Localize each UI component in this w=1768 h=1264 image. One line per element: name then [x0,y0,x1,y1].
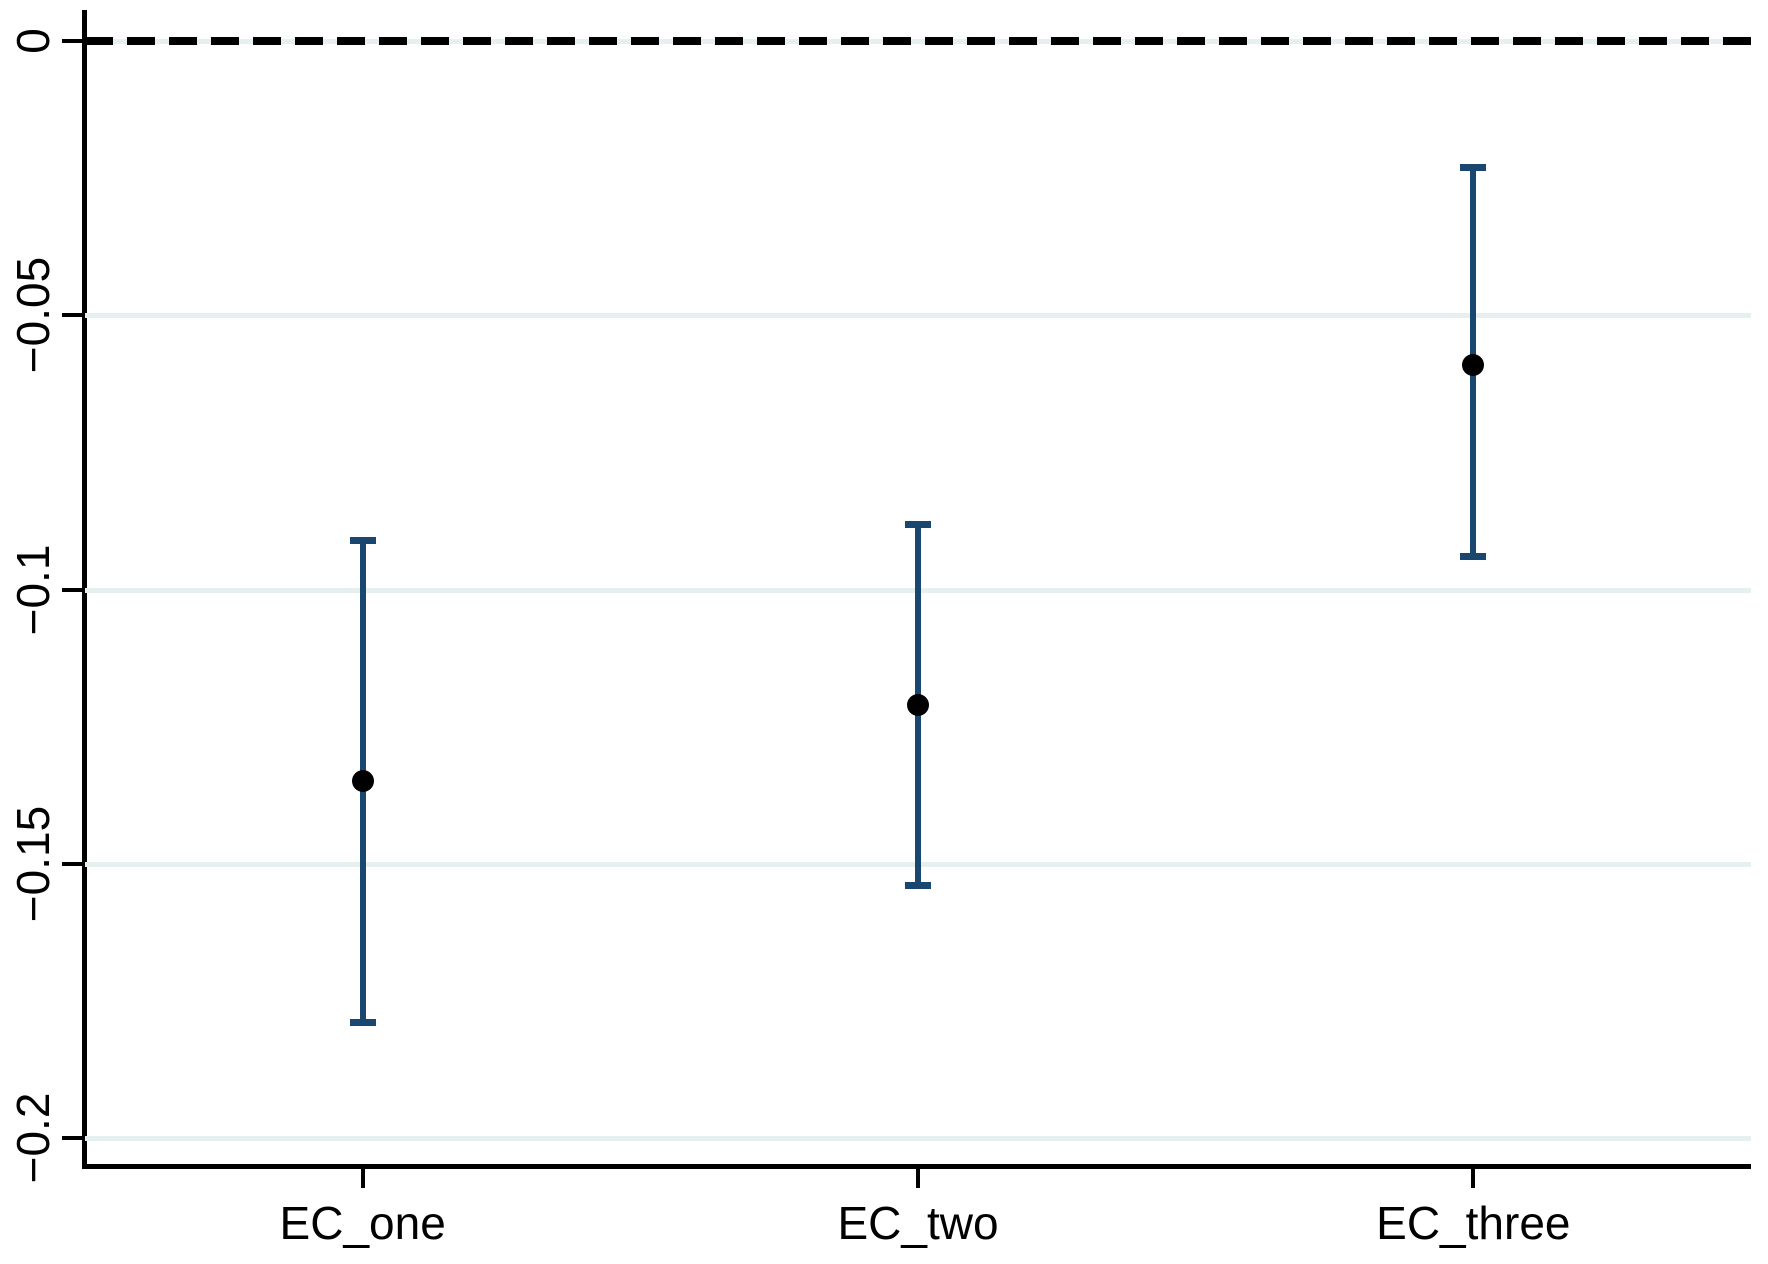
x-axis-tick [1471,1166,1476,1188]
x-category-label: EC_one [279,1197,446,1249]
x-axis-tick [360,1166,365,1188]
y-axis-line [82,10,87,1169]
ci-cap-bottom [905,881,931,889]
ci-cap-bottom [349,1018,376,1026]
x-category-label: EC_two [837,1197,999,1249]
zero-reference-line [85,37,1751,45]
horizontal-gridline [85,313,1751,319]
point-estimate-marker [1462,353,1485,376]
ci-cap-top [349,537,376,545]
x-category-label: EC_three [1376,1197,1571,1249]
point-estimate-marker [351,770,374,793]
horizontal-gridline [85,1136,1751,1141]
y-tick-label: −0.05 [7,257,59,374]
y-tick-label: 0 [7,28,59,54]
y-tick-label: −0.15 [7,805,59,922]
y-axis-tick [62,39,84,43]
y-tick-label: −0.1 [7,544,59,635]
ci-cap-top [905,520,931,528]
point-estimate-marker [907,693,929,716]
y-axis-tick [62,1136,84,1140]
y-axis-tick [62,587,84,592]
y-tick-label: −0.2 [7,1092,59,1184]
ci-cap-top [1460,164,1487,172]
y-axis-tick [62,313,84,318]
x-axis-tick [916,1166,920,1188]
ci-cap-bottom [1460,552,1487,560]
y-axis-tick [62,861,84,866]
